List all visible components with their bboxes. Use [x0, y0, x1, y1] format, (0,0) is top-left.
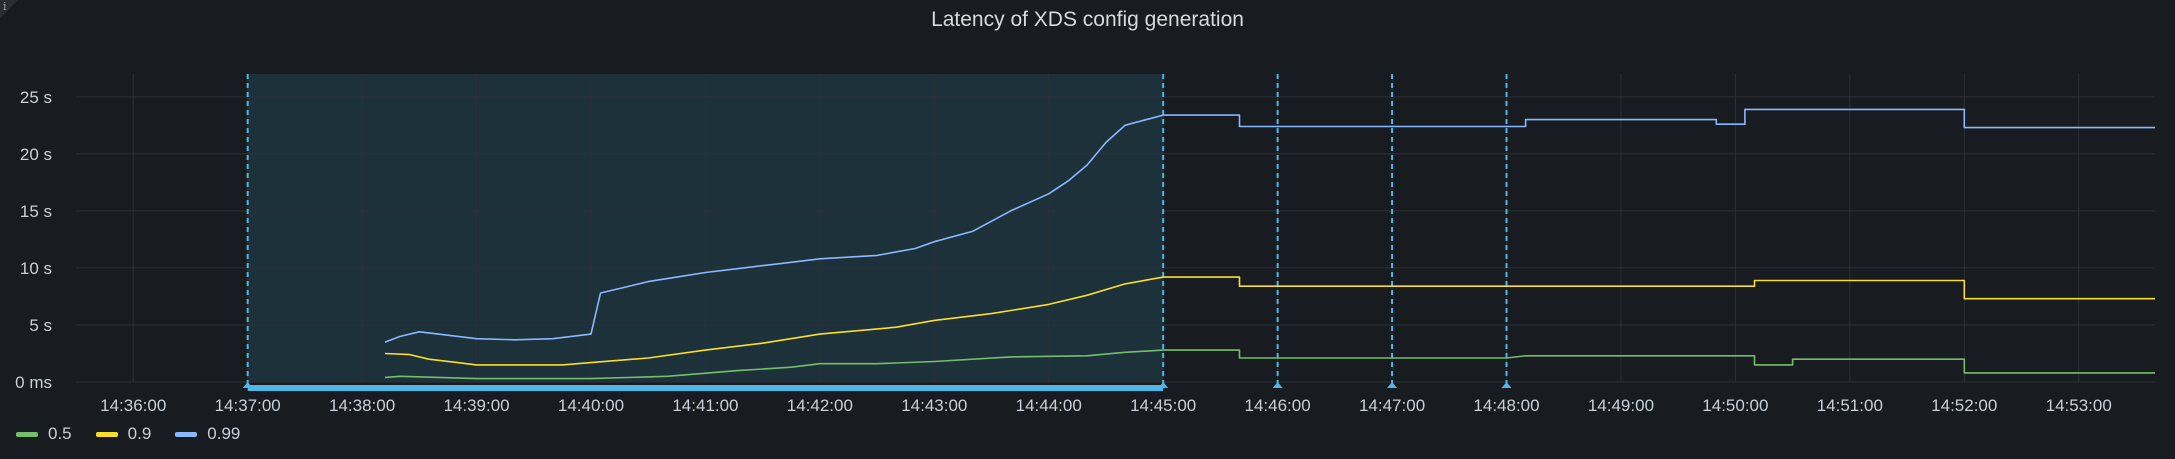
annotation-region-bar: [247, 385, 1164, 391]
x-tick-label: 14:53:00: [2046, 396, 2112, 415]
legend-item-p99[interactable]: 0.99: [175, 424, 240, 444]
legend-label-p50: 0.5: [48, 424, 72, 443]
y-tick-label: 5 s: [29, 316, 52, 335]
x-tick-label: 14:47:00: [1359, 396, 1425, 415]
y-tick-label: 0 ms: [15, 373, 52, 392]
x-tick-label: 14:37:00: [215, 396, 281, 415]
x-tick-label: 14:36:00: [100, 396, 166, 415]
x-tick-label: 14:48:00: [1473, 396, 1539, 415]
x-tick-label: 14:46:00: [1245, 396, 1311, 415]
y-tick-label: 10 s: [20, 259, 52, 278]
legend-label-p90: 0.9: [127, 424, 152, 443]
x-tick-label: 14:42:00: [787, 396, 853, 415]
x-tick-label: 14:40:00: [558, 396, 624, 415]
x-tick-label: 14:45:00: [1130, 396, 1196, 415]
annotation-marker: [1272, 382, 1283, 388]
legend-swatch-p99: [175, 431, 198, 437]
series-line-0_9: [384, 276, 2155, 366]
x-tick-label: 14:51:00: [1817, 396, 1883, 415]
annotation-marker: [1387, 382, 1398, 388]
legend-label-p99: 0.99: [207, 424, 241, 443]
x-tick-label: 14:44:00: [1016, 396, 1082, 415]
x-tick-label: 14:52:00: [1931, 396, 1997, 415]
x-tick-label: 14:41:00: [672, 396, 738, 415]
legend-item-p90[interactable]: 0.9: [95, 424, 152, 444]
x-tick-label: 14:38:00: [329, 396, 395, 415]
legend-swatch-p50: [16, 431, 38, 437]
y-tick-label: 15 s: [20, 202, 52, 221]
y-tick-label: 25 s: [20, 88, 52, 107]
annotation-marker: [1501, 382, 1512, 388]
legend: 0.5 0.9 0.99: [16, 424, 240, 444]
series-line-0_5: [384, 349, 2155, 380]
annotation-marker: [1158, 382, 1169, 388]
x-tick-label: 14:50:00: [1702, 396, 1768, 415]
annotation-marker: [242, 382, 253, 388]
x-tick-label: 14:43:00: [901, 396, 967, 415]
x-tick-label: 14:49:00: [1588, 396, 1654, 415]
series-line-0_99: [384, 108, 2155, 343]
y-tick-label: 20 s: [20, 145, 52, 164]
panel-title: Latency of XDS config generation: [931, 8, 1244, 31]
x-tick-label: 14:39:00: [443, 396, 509, 415]
legend-item-p50[interactable]: 0.5: [16, 424, 72, 444]
legend-swatch-p90: [95, 431, 118, 437]
